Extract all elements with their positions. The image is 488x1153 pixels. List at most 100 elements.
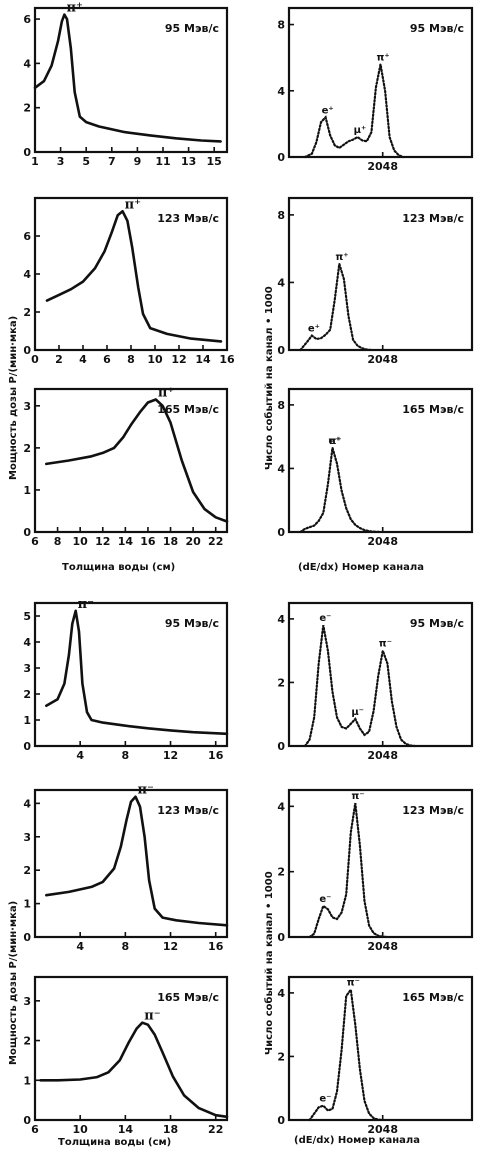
y-tick-label: 5 <box>23 610 31 623</box>
spectrum-curve <box>303 625 416 748</box>
x-tick-label: 14 <box>195 353 211 366</box>
momentum-annotation: 165 Мэв/с <box>157 403 219 416</box>
xlabel-right-top: (dE/dx) Номер канала <box>298 562 424 573</box>
chart-panel-L6: 6 10 14 18 22 0 1 2 3 165 Мэв/с π⁻ <box>23 975 229 1136</box>
y-tick-label: 8 <box>277 209 285 222</box>
y-tick-label: 6 <box>23 230 31 243</box>
y-tick-label: 2 <box>277 676 285 689</box>
y-tick-label: 2 <box>23 864 31 877</box>
chart-panel-R5: 2048 0 2 4 123 Мэв/с e⁻ π⁻ <box>277 788 474 953</box>
y-tick-label: 0 <box>23 526 31 539</box>
momentum-annotation: 165 Мэв/с <box>402 403 464 416</box>
y-tick-label: 3 <box>23 662 31 675</box>
x-tick-label: 12 <box>95 535 110 548</box>
peak-label: π⁺ <box>66 1 82 16</box>
plot-frame <box>287 196 474 352</box>
particle-marker: e⁺ <box>322 105 334 116</box>
x-tick-label: 2048 <box>367 940 398 953</box>
momentum-annotation: 95 Мэв/с <box>165 617 219 630</box>
chart-panel-R1: 2048 0 4 8 95 Мэв/с e⁺ μ⁺ π⁺ <box>277 6 474 173</box>
y-tick-label: 0 <box>23 931 31 944</box>
x-tick-label: 20 <box>185 535 201 548</box>
x-tick-label: 16 <box>208 749 224 762</box>
dose-curve <box>39 1021 229 1119</box>
y-tick-label: 4 <box>23 636 31 649</box>
chart-panel-R3: 2048 0 4 8 165 Мэв/с e⁺π⁺ <box>277 387 474 548</box>
x-tick-label: 10 <box>147 353 163 366</box>
x-tick-label: 7 <box>108 155 116 168</box>
particle-marker: μ⁻ <box>351 707 364 718</box>
xlabel-left-bottom: Толщина воды (см) <box>58 1137 171 1148</box>
particle-marker: e⁺ <box>328 436 340 447</box>
y-tick-label: 2 <box>23 442 31 455</box>
peak-label: π⁻ <box>138 783 154 798</box>
x-tick-label: 16 <box>208 940 224 953</box>
spectrum-curve <box>299 447 382 534</box>
xlabel-left-top: Толщина воды (см) <box>62 562 175 573</box>
peak-label: π⁺ <box>125 197 141 212</box>
x-tick-label: 4 <box>76 749 84 762</box>
ylabel-left-bottom: Мощность дозы Р/(мин·мка) <box>8 901 19 1065</box>
x-tick-label: 0 <box>31 353 39 366</box>
dose-curve <box>33 13 222 143</box>
spectrum-curve <box>303 64 405 159</box>
y-tick-label: 6 <box>23 13 31 26</box>
x-tick-label: 8 <box>122 749 130 762</box>
momentum-annotation: 123 Мэв/с <box>402 212 464 225</box>
x-tick-label: 6 <box>31 1123 39 1136</box>
y-tick-label: 4 <box>277 613 285 626</box>
x-tick-label: 14 <box>118 1123 134 1136</box>
x-tick-label: 18 <box>163 535 178 548</box>
x-tick-label: 2048 <box>367 353 398 366</box>
x-tick-label: 2048 <box>367 749 398 762</box>
plot-frame <box>33 387 229 534</box>
y-tick-label: 0 <box>277 344 285 357</box>
y-tick-label: 8 <box>277 399 285 412</box>
y-tick-label: 0 <box>23 1114 31 1127</box>
momentum-annotation: 95 Мэв/с <box>410 22 464 35</box>
x-tick-label: 15 <box>207 155 222 168</box>
x-tick-label: 12 <box>163 940 178 953</box>
particle-marker: π⁻ <box>347 978 360 989</box>
peak-label: π⁻ <box>78 597 94 612</box>
y-tick-label: 2 <box>23 1035 31 1048</box>
x-tick-label: 8 <box>127 353 135 366</box>
momentum-annotation: 165 Мэв/с <box>402 991 464 1004</box>
y-tick-label: 1 <box>23 1074 31 1087</box>
y-tick-label: 2 <box>23 688 31 701</box>
y-tick-label: 2 <box>277 1050 285 1063</box>
ylabel-right-bottom: Число событий на канал • 1000 <box>263 871 275 1055</box>
spectrum-curve <box>308 986 384 1122</box>
y-tick-label: 3 <box>23 400 31 413</box>
y-tick-label: 0 <box>277 740 285 753</box>
particle-marker: π⁺ <box>328 436 341 447</box>
dose-curve <box>44 609 229 736</box>
particle-marker: e⁻ <box>319 613 331 624</box>
x-tick-label: 12 <box>163 749 178 762</box>
momentum-annotation: 123 Мэв/с <box>157 212 219 225</box>
momentum-annotation: 123 Мэв/с <box>157 804 219 817</box>
y-tick-label: 1 <box>23 714 31 727</box>
ylabel-left-top: Мощность дозы Р/(мин·мка) <box>8 316 19 480</box>
dose-curve <box>44 398 229 523</box>
y-tick-label: 1 <box>23 898 31 911</box>
peak-label: π⁻ <box>144 1009 160 1024</box>
momentum-annotation: 95 Мэв/с <box>410 617 464 630</box>
plot-frame <box>287 387 474 534</box>
particle-marker: π⁻ <box>379 639 392 650</box>
chart-panel-L2: 0 2 4 6 8 10 12 14 16 0 2 4 6 123 Мэв/с π⁺ <box>23 196 235 366</box>
particle-marker: e⁻ <box>319 894 331 905</box>
chart-panel-R6: 2048 0 2 4 165 Мэв/с e⁻ π⁻ <box>277 975 474 1136</box>
x-tick-label: 13 <box>181 155 196 168</box>
x-tick-label: 16 <box>140 535 156 548</box>
x-tick-label: 4 <box>76 940 84 953</box>
y-tick-label: 2 <box>277 866 285 879</box>
y-tick-label: 0 <box>23 146 31 159</box>
y-tick-label: 4 <box>23 268 31 281</box>
y-tick-label: 4 <box>277 276 285 289</box>
momentum-annotation: 95 Мэв/с <box>165 22 219 35</box>
